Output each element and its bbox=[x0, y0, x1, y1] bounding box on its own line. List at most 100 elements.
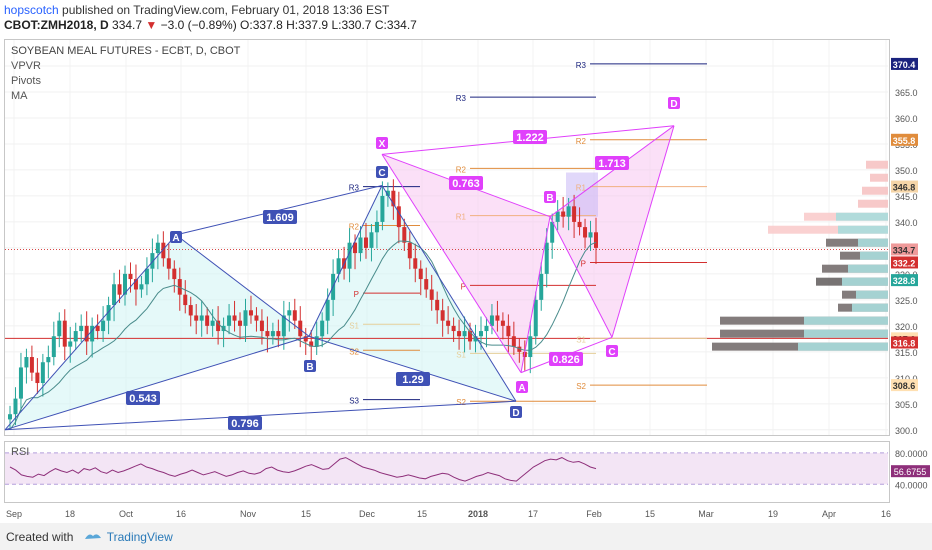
price-tick-label: 345.0 bbox=[895, 192, 918, 202]
author-link[interactable]: hopscotch bbox=[4, 3, 59, 17]
time-tick-label: Feb bbox=[586, 509, 602, 519]
candle bbox=[101, 320, 106, 332]
candle bbox=[51, 336, 56, 358]
rsi-lower-label: 40.0000 bbox=[895, 480, 928, 490]
publish-header: hopscotch published on TradingView.com, … bbox=[0, 0, 932, 38]
pink-point-a: A bbox=[518, 383, 525, 394]
candle bbox=[594, 232, 598, 248]
blue-point-d-badge[interactable] bbox=[510, 406, 522, 418]
ratio-ac-pink-label: 0.826 bbox=[552, 354, 580, 366]
pink-point-x-badge[interactable] bbox=[376, 137, 388, 149]
pivot-p-label: P bbox=[354, 290, 359, 299]
time-tick-label: Oct bbox=[119, 509, 134, 519]
candle bbox=[588, 232, 593, 238]
pink-point-d-badge[interactable] bbox=[668, 97, 680, 109]
candle bbox=[248, 310, 253, 316]
symbol-label: CBOT:ZMH2018, D bbox=[4, 18, 109, 32]
rsi-line bbox=[9, 457, 597, 482]
pattern-leg bbox=[381, 154, 522, 373]
pivot-r2-label: R2 bbox=[349, 223, 360, 232]
ohlc-values: O:337.8 H:337.9 L:330.7 C:334.7 bbox=[240, 18, 417, 32]
candle bbox=[435, 299, 440, 311]
candle bbox=[227, 315, 232, 326]
rsi-value-tag bbox=[891, 465, 930, 478]
pattern-leg bbox=[4, 400, 517, 431]
tradingview-brand-link[interactable]: TradingView bbox=[106, 530, 173, 544]
candle bbox=[144, 268, 149, 285]
pattern-fill bbox=[5, 234, 309, 430]
volume-profile-bar bbox=[826, 238, 888, 247]
volume-profile-bar bbox=[768, 225, 888, 234]
rsi-upper-label: 80.0000 bbox=[895, 449, 928, 459]
time-tick-label: Dec bbox=[359, 509, 376, 519]
candle bbox=[123, 273, 128, 295]
price-tag bbox=[891, 57, 918, 70]
candle bbox=[380, 195, 385, 222]
price-tick-label: 340.0 bbox=[895, 218, 918, 228]
candle bbox=[281, 315, 286, 337]
ratio-xd-label: 0.796 bbox=[231, 418, 259, 430]
legend-vpvr[interactable]: VPVR bbox=[11, 60, 41, 72]
candle bbox=[314, 336, 319, 347]
price-tag-label: 370.4 bbox=[893, 60, 916, 70]
candle bbox=[35, 372, 40, 384]
time-tick-label: 15 bbox=[301, 509, 311, 519]
time-tick-label: Apr bbox=[822, 509, 836, 519]
pivot-s1-label: S1 bbox=[576, 335, 586, 344]
price-tick-label: 360.0 bbox=[895, 114, 918, 124]
created-with-text: Created with bbox=[6, 530, 74, 544]
time-tick-label: Nov bbox=[240, 509, 257, 519]
legend-pivots[interactable]: Pivots bbox=[11, 75, 41, 87]
volume-profile-bar bbox=[866, 160, 888, 169]
moving-average-line bbox=[9, 240, 597, 431]
volume-profile-up-bar bbox=[860, 251, 888, 260]
pivot-s1-label: S1 bbox=[349, 321, 359, 330]
chart-title: SOYBEAN MEAL FUTURES - ECBT, D, CBOT bbox=[11, 45, 241, 57]
candle bbox=[506, 325, 511, 337]
blue-point-c-badge[interactable] bbox=[376, 166, 388, 178]
down-arrow-icon: ▼ bbox=[145, 18, 158, 32]
candle bbox=[429, 289, 434, 300]
pink-point-c: C bbox=[608, 347, 615, 358]
price-tag-label: 334.7 bbox=[893, 245, 916, 255]
pivot-s2-label: S2 bbox=[576, 382, 586, 391]
candle bbox=[62, 320, 67, 347]
price-tag bbox=[891, 133, 918, 146]
price-tag-label: 332.2 bbox=[893, 258, 916, 268]
price-chart[interactable]: R3 R2 P S1 S2 S3 R3 R2 R1 P S1 S2 R3 R2 R1 P S1 S2 A B C D X A… bbox=[0, 0, 932, 523]
candle bbox=[489, 315, 494, 326]
pivot-s2-label: S2 bbox=[456, 398, 466, 407]
ratio-bd-label: 1.29 bbox=[402, 374, 423, 386]
pink-point-b-badge[interactable] bbox=[544, 191, 556, 203]
pink-point-a-badge[interactable] bbox=[516, 381, 528, 393]
volume-profile-up-bar bbox=[856, 290, 888, 299]
price-tick-label: 310.0 bbox=[895, 374, 918, 384]
price-tick-label: 325.0 bbox=[895, 296, 918, 306]
candle bbox=[418, 268, 423, 280]
candle bbox=[265, 331, 270, 337]
candle bbox=[40, 362, 45, 384]
legend-ma[interactable]: MA bbox=[11, 90, 28, 102]
price-tag bbox=[891, 180, 918, 193]
volume-profile-bar bbox=[858, 199, 888, 208]
volume-profile-up-bar bbox=[852, 303, 888, 312]
blue-point-b: B bbox=[306, 362, 313, 373]
pivot-r1-label: R1 bbox=[576, 184, 587, 193]
candle bbox=[533, 299, 538, 337]
price-tag-label: 355.8 bbox=[893, 136, 916, 146]
candle bbox=[287, 310, 292, 316]
target-zone bbox=[566, 172, 598, 217]
blue-point-c: C bbox=[378, 168, 385, 179]
blue-point-b-badge[interactable] bbox=[304, 360, 316, 372]
candle bbox=[8, 414, 12, 420]
volume-profile-bar bbox=[862, 186, 888, 195]
candle bbox=[555, 211, 560, 222]
pivot-s2-label: S2 bbox=[349, 347, 359, 356]
blue-point-a-badge[interactable] bbox=[170, 231, 182, 243]
ratio-ab-label-box bbox=[263, 210, 297, 224]
candle bbox=[183, 294, 188, 306]
pattern-leg bbox=[611, 125, 675, 338]
pivot-r2-label: R2 bbox=[456, 165, 467, 174]
pink-point-c-badge[interactable] bbox=[606, 345, 618, 357]
price-tick-label: 320.0 bbox=[895, 322, 918, 332]
